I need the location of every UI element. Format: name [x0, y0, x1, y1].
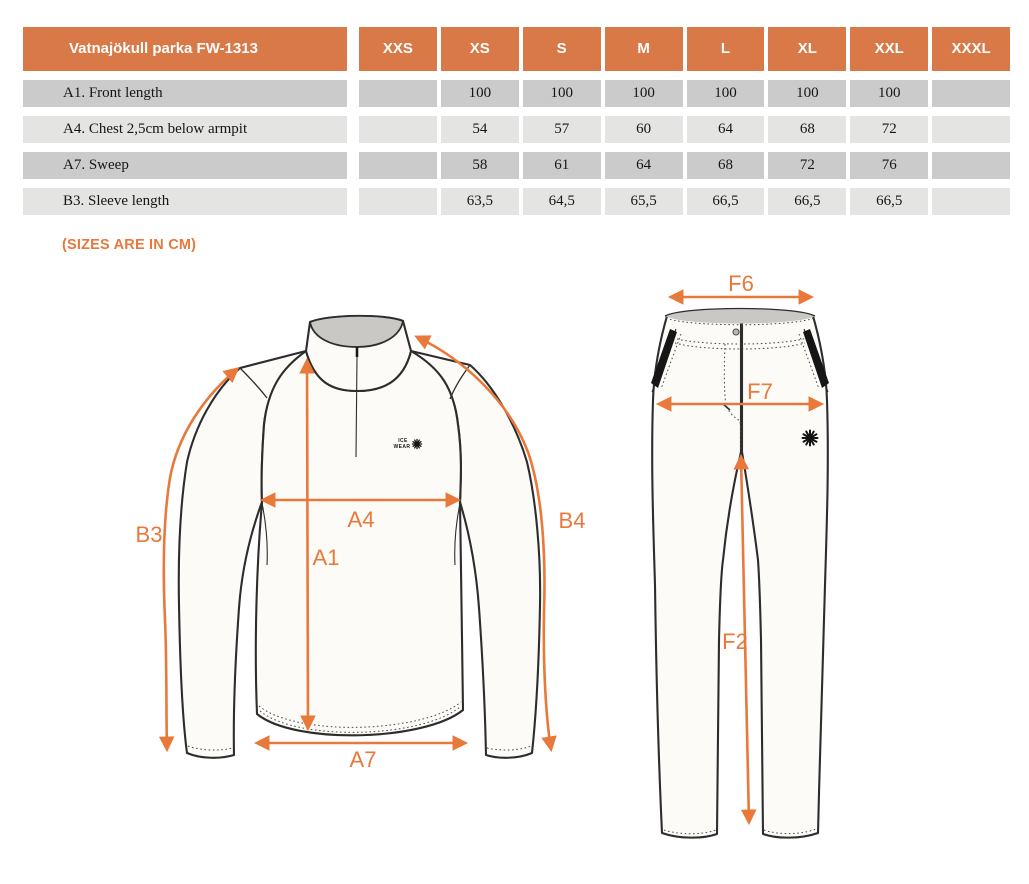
icewear-logo: ICE WEAR [394, 438, 423, 450]
column-header-l: L [686, 27, 765, 71]
cell-chest-xxxl [932, 116, 1010, 143]
pants-right-pocket-trim [803, 329, 829, 388]
pants-waist-top-edge [664, 307, 816, 317]
measure-label-f6: F6 [728, 271, 754, 296]
cell-sweep-xxxl [932, 152, 1010, 179]
measure-label-f2: F2 [722, 629, 748, 654]
jacket-diagram: ICE WEAR B3 B4 A4 [136, 314, 586, 772]
cell-front-length-s: 100 [522, 80, 601, 107]
cell-front-length-xxxl [932, 80, 1010, 107]
measure-label-f7: F7 [747, 379, 773, 404]
jacket-left-armpit-crease [261, 502, 268, 566]
cell-chest-xxl: 72 [850, 116, 929, 143]
row-label-sleeve-length: B3. Sleeve length [23, 188, 347, 215]
cell-sleeve-length-xl: 66,5 [768, 188, 847, 215]
cell-sleeve-length-m: 65,5 [604, 188, 683, 215]
row-label-sweep: A7. Sweep [23, 152, 347, 179]
cell-sleeve-length-xxl: 66,5 [850, 188, 929, 215]
pants-waist-opening [665, 308, 815, 324]
pants-band-stitch-1 [672, 337, 808, 345]
jacket-collar-opening [308, 314, 405, 348]
measure-arrow-f2 [733, 453, 757, 826]
icewear-logo-line1: ICE [398, 438, 408, 444]
units-note: (SIZES ARE IN CM) [62, 237, 197, 253]
cell-sweep-xxs [359, 152, 437, 179]
pants-left-pocket-trim [651, 329, 677, 388]
jacket-body [254, 349, 465, 737]
cell-front-length-xl: 100 [768, 80, 847, 107]
cell-sleeve-length-s: 64,5 [522, 188, 601, 215]
pants-left-pocket-stitch [660, 333, 682, 390]
cell-sweep-s: 61 [522, 152, 601, 179]
column-header-xxs: XXS [359, 27, 437, 71]
cell-front-length-xxl: 100 [850, 80, 929, 107]
jacket-zipper-line [355, 356, 358, 458]
snowflake-icon [801, 429, 819, 447]
cell-sleeve-length-xxxl [932, 188, 1010, 215]
cell-chest-xxs [359, 116, 437, 143]
column-header-xxxl: XXXL [932, 27, 1010, 71]
cell-chest-m: 60 [604, 116, 683, 143]
cell-sweep-xl: 72 [768, 152, 847, 179]
column-header-xl: XL [768, 27, 847, 71]
column-header-s: S [522, 27, 601, 71]
cell-sweep-m: 64 [604, 152, 683, 179]
pants-diagram: F6 F7 F2 [651, 271, 829, 839]
row-label-front-length: A1. Front length [23, 80, 347, 107]
cell-sleeve-length-xs: 63,5 [440, 188, 519, 215]
cell-sleeve-length-l: 66,5 [686, 188, 765, 215]
column-header-m: M [604, 27, 683, 71]
column-header-xxl: XXL [850, 27, 929, 71]
cell-front-length-xs: 100 [440, 80, 519, 107]
measurement-diagrams: ICE WEAR B3 B4 A4 [136, 271, 829, 839]
cell-sweep-xxl: 76 [850, 152, 929, 179]
pants-right-hem-stitch [763, 828, 817, 835]
measure-label-a1: A1 [313, 545, 340, 570]
pants-left-hem-stitch [663, 829, 717, 835]
measure-label-a7: A7 [350, 747, 377, 772]
cell-chest-xl: 68 [768, 116, 847, 143]
cell-front-length-m: 100 [604, 80, 683, 107]
measure-arrow-a1 [299, 357, 316, 732]
measure-label-b3: B3 [136, 522, 163, 547]
size-table: Vatnajökull parka FW-1313 XXS XS S M L X… [23, 27, 1010, 215]
pants-right-pocket-stitch [798, 333, 820, 390]
cell-sweep-l: 68 [686, 152, 765, 179]
cell-chest-xs: 54 [440, 116, 519, 143]
measure-label-a4: A4 [348, 507, 375, 532]
column-header-xs: XS [440, 27, 519, 71]
cell-chest-s: 57 [522, 116, 601, 143]
pants-fly-stitch [723, 343, 742, 450]
cell-sleeve-length-xxs [359, 188, 437, 215]
cell-chest-l: 64 [686, 116, 765, 143]
cell-sweep-xs: 58 [440, 152, 519, 179]
pants-left-leg [651, 314, 743, 839]
measure-arrow-b4 [414, 335, 557, 753]
table-title: Vatnajökull parka FW-1313 [23, 27, 347, 71]
icewear-logo-line2: WEAR [394, 444, 411, 450]
cell-front-length-l: 100 [686, 80, 765, 107]
measure-label-b4: B4 [559, 508, 586, 533]
cell-front-length-xxs [359, 80, 437, 107]
row-label-chest: A4. Chest 2,5cm below armpit [23, 116, 347, 143]
measure-arrow-b3 [158, 366, 240, 753]
pants-button [732, 328, 740, 336]
jacket-left-shoulder-seam [239, 367, 268, 399]
